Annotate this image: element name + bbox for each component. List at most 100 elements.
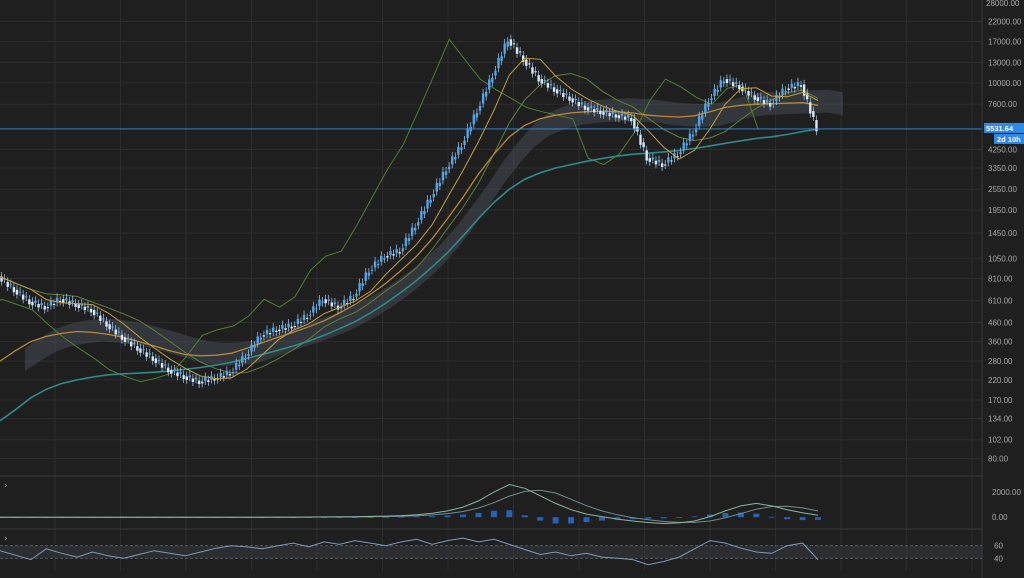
candle-body [117, 331, 121, 333]
candle-body [614, 114, 618, 118]
candle-body [179, 372, 182, 374]
rsi-tick-label: 40 [994, 554, 1003, 563]
candle-body [407, 238, 411, 241]
candle-body [105, 321, 108, 327]
candle-body [522, 55, 525, 62]
candle-body [15, 289, 19, 295]
candle-body [475, 112, 479, 118]
candle-body [500, 56, 503, 61]
candle-body [725, 79, 729, 83]
candle-body [34, 300, 37, 303]
candle-body [355, 293, 358, 297]
candle-body [531, 67, 534, 74]
candle-body [515, 47, 519, 54]
candle-body [670, 160, 673, 162]
candle-body [296, 318, 300, 324]
candle-body [694, 128, 698, 133]
macd-histogram-bar [444, 515, 451, 518]
candle-body [790, 83, 793, 88]
candle-body [40, 303, 43, 306]
candle-body [278, 329, 281, 332]
price-tick-label: 460.00 [988, 318, 1013, 327]
candle-body [247, 354, 250, 356]
candle-body [163, 364, 167, 366]
candle-body [630, 118, 633, 122]
candle-body [410, 227, 414, 236]
candle-body [654, 160, 658, 165]
candle-body [404, 237, 408, 247]
candle-body [626, 115, 630, 118]
macd-histogram-bar [815, 517, 821, 520]
candle-body [549, 84, 553, 86]
candle-body [185, 376, 188, 380]
candle-body [151, 356, 154, 361]
candle-body [525, 59, 528, 66]
macd-histogram-bar [784, 517, 791, 520]
candle-body [318, 299, 321, 306]
candle-body [781, 88, 784, 95]
horizontal-grid [0, 20, 982, 460]
candle-body [346, 303, 349, 305]
candle-body [765, 99, 769, 102]
candle-body [309, 315, 312, 317]
candle-body [417, 222, 420, 226]
candle-body [691, 134, 695, 137]
candle-body [275, 330, 278, 332]
price-tick-label: 360.00 [988, 338, 1013, 347]
candle-body [126, 338, 130, 340]
candle-body [577, 101, 580, 107]
macd-histogram-bar [336, 517, 343, 518]
candle-body [120, 334, 124, 340]
candle-body [290, 326, 293, 329]
candle-body [43, 306, 46, 310]
rsi-line [0, 537, 819, 566]
candle-body [148, 353, 151, 355]
candle-body [778, 97, 781, 99]
macd-histogram-bar [552, 517, 559, 524]
price-tick-label: 4250.00 [988, 145, 1017, 154]
candle-body [620, 113, 624, 116]
candle-body [438, 182, 442, 187]
macd-histogram-bar [737, 512, 744, 518]
macd-histogram-bar [460, 514, 467, 518]
macd-panel-toggle[interactable]: › [4, 481, 8, 491]
candle-body [333, 302, 337, 305]
candle-body [58, 300, 62, 302]
candle-body [157, 359, 161, 361]
macd-histogram-bar [645, 517, 652, 519]
candle-body [271, 327, 275, 332]
macd-histogram-bar [475, 512, 482, 518]
candle-body [191, 378, 195, 382]
candle-body [512, 43, 516, 45]
candle-body [324, 299, 327, 304]
candle-body [599, 110, 602, 115]
candle-body [28, 299, 31, 305]
macd-histogram-bar [537, 517, 544, 521]
candle-body [65, 298, 68, 301]
candle-body [762, 100, 766, 104]
candle-body [491, 77, 494, 83]
candle-body [759, 97, 763, 99]
candle-body [589, 106, 593, 109]
candle-body [484, 91, 488, 97]
rsi-panel-toggle[interactable]: › [4, 534, 8, 544]
macd-histogram-bar [614, 517, 621, 520]
price-axis: 22000.00 17000.00 13000.00 10000.00 7600.00 4… [988, 17, 1022, 463]
candle-body [602, 111, 605, 115]
candle-body [364, 272, 367, 281]
candle-body [231, 372, 235, 374]
candle-body [457, 146, 460, 155]
price-tick-label-partial: 28000.00 [986, 0, 1020, 8]
candle-body [77, 304, 80, 308]
candle-body [376, 264, 380, 266]
candle-body [679, 152, 682, 155]
current-price-badge: 5531.64 2d 10h [984, 122, 1024, 144]
candle-body [46, 307, 50, 309]
candle-body [129, 341, 133, 347]
candle-body [784, 90, 787, 92]
candle-body [420, 211, 423, 220]
candle-body [9, 284, 13, 286]
current-price-label: 5531.64 [986, 124, 1014, 133]
candle-body [244, 358, 247, 360]
